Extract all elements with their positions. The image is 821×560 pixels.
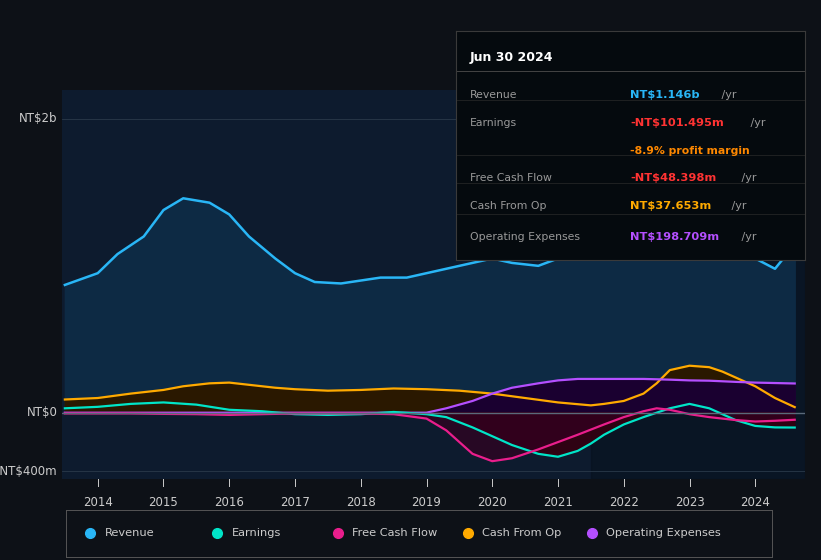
Text: Cash From Op: Cash From Op	[482, 529, 562, 538]
Text: /yr: /yr	[718, 90, 736, 100]
Text: 2024: 2024	[741, 496, 770, 508]
Text: 2014: 2014	[83, 496, 112, 508]
Text: 2019: 2019	[411, 496, 442, 508]
Text: -8.9% profit margin: -8.9% profit margin	[631, 146, 750, 156]
Text: Cash From Op: Cash From Op	[470, 202, 546, 212]
Text: Jun 30 2024: Jun 30 2024	[470, 52, 553, 64]
Text: NT$2b: NT$2b	[19, 113, 57, 125]
Text: -NT$48.398m: -NT$48.398m	[631, 172, 717, 183]
Text: Operating Expenses: Operating Expenses	[606, 529, 721, 538]
Text: Operating Expenses: Operating Expenses	[470, 232, 580, 242]
Text: Revenue: Revenue	[104, 529, 154, 538]
Text: NT$37.653m: NT$37.653m	[631, 202, 711, 212]
Text: 2017: 2017	[280, 496, 310, 508]
Bar	[591, 90, 805, 479]
Text: 2023: 2023	[675, 496, 704, 508]
Text: -NT$400m: -NT$400m	[0, 465, 57, 478]
Text: /yr: /yr	[747, 118, 766, 128]
Text: Earnings: Earnings	[232, 529, 281, 538]
Text: 2015: 2015	[149, 496, 178, 508]
Text: /yr: /yr	[737, 232, 756, 242]
Text: NT$0: NT$0	[26, 406, 57, 419]
Text: Free Cash Flow: Free Cash Flow	[470, 172, 552, 183]
Text: 2021: 2021	[543, 496, 573, 508]
Text: /yr: /yr	[737, 172, 756, 183]
Text: 2022: 2022	[609, 496, 639, 508]
Text: NT$198.709m: NT$198.709m	[631, 232, 719, 242]
Text: -NT$101.495m: -NT$101.495m	[631, 118, 724, 128]
Text: NT$1.146b: NT$1.146b	[631, 90, 699, 100]
Text: 2016: 2016	[214, 496, 244, 508]
Text: /yr: /yr	[728, 202, 746, 212]
Text: Earnings: Earnings	[470, 118, 516, 128]
Text: Revenue: Revenue	[470, 90, 517, 100]
Text: 2018: 2018	[346, 496, 376, 508]
Text: Free Cash Flow: Free Cash Flow	[351, 529, 437, 538]
Text: 2020: 2020	[477, 496, 507, 508]
